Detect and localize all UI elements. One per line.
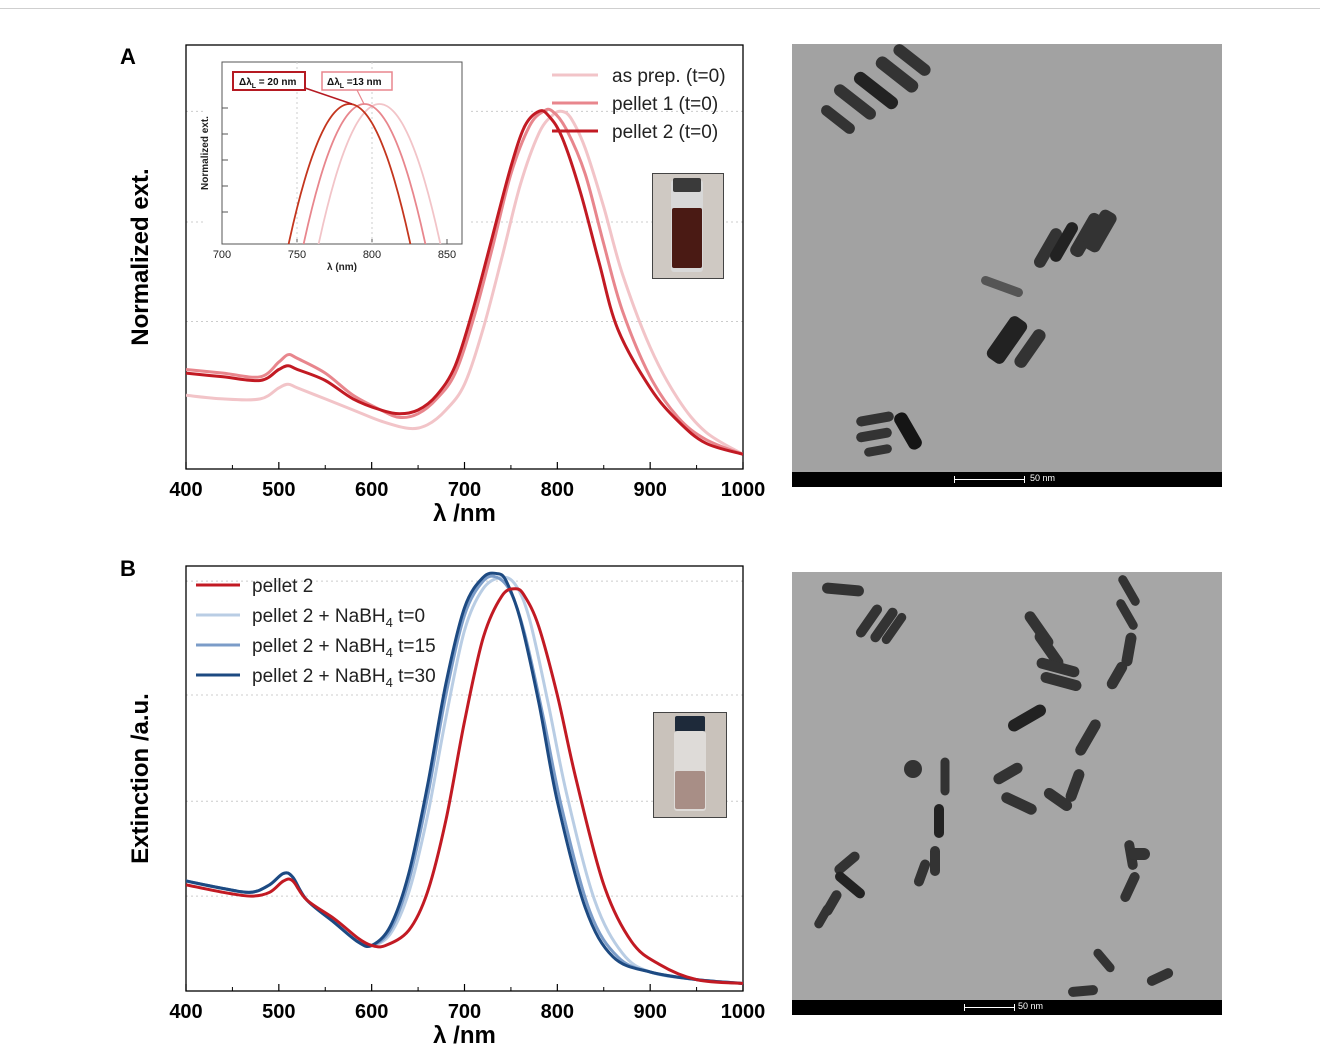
nanorod (1067, 984, 1099, 998)
x-tick-label: 400 (169, 479, 202, 501)
x-tick-label: 500 (262, 479, 295, 501)
legend-label-4: pellet 2 + NaBH4 t=30 (252, 666, 436, 690)
legend-label-1: as prep. (t=0) (612, 66, 726, 87)
series-line-1 (186, 587, 743, 985)
y-axis-label: Normalized ext. (127, 168, 154, 345)
inset-x-tick-label: 800 (363, 249, 381, 261)
annotation-text-20nm: ΔλL = 20 nm (239, 77, 296, 90)
nanorod (1145, 966, 1175, 988)
nanorod (999, 790, 1039, 817)
x-tick-label: 1000 (721, 479, 766, 501)
legend-label-2: pellet 2 + NaBH4 t=0 (252, 606, 425, 630)
x-tick-label: 800 (541, 479, 574, 501)
nanorod (904, 760, 922, 778)
inset-series-line-1 (317, 103, 442, 244)
y-axis-label: Extinction /a.u. (127, 693, 154, 864)
x-tick-label: 400 (169, 1001, 202, 1023)
legend-label-3: pellet 2 + NaBH4 t=15 (252, 636, 436, 660)
vial-cap-b (675, 716, 705, 732)
annotation-pointer-13nm (356, 89, 365, 105)
inset-x-tick-label: 700 (213, 249, 231, 261)
x-axis-label: λ /nm (433, 500, 496, 527)
series-line-4 (186, 571, 743, 985)
x-tick-label: 900 (633, 1001, 666, 1023)
inset-y-label: Normalized ext. (200, 116, 211, 190)
scale-bar-b: 50 nm (792, 1000, 1222, 1015)
inset-series-line-2 (302, 103, 427, 244)
inset-x-tick-label: 750 (288, 249, 306, 261)
nanorod (855, 410, 895, 428)
x-tick-label: 900 (633, 479, 666, 501)
x-tick-label: 700 (448, 1001, 481, 1023)
series-line-3 (186, 109, 743, 456)
annotation-pointer-20nm (304, 87, 353, 105)
annotation-box-20nm (232, 71, 306, 91)
x-tick-label: 700 (448, 479, 481, 501)
nanorod (934, 804, 944, 838)
inset-frame (221, 61, 463, 245)
nanorod (1091, 946, 1117, 975)
nanorod (1073, 717, 1103, 758)
vial-liquid-a (672, 208, 702, 268)
panel-label-a: A (120, 44, 136, 69)
scale-label-a: 50 nm (1030, 473, 1056, 483)
annotation-text-13nm: ΔλL =13 nm (327, 77, 382, 90)
nanorod (891, 410, 925, 452)
top-border (0, 8, 1320, 9)
legend-label-1: pellet 2 (252, 576, 313, 597)
vial-photo-b (653, 712, 727, 818)
nanorod (855, 426, 893, 444)
nanorod (1128, 848, 1150, 860)
x-axis-label: λ /nm (433, 1022, 496, 1049)
inset-x-tick-label: 850 (438, 249, 456, 261)
nanorod (812, 902, 834, 931)
series-line-2 (186, 107, 743, 456)
vial-liquid-b (675, 771, 705, 809)
inset-background (204, 58, 470, 270)
vial-cap-a (673, 178, 701, 192)
nanorod (863, 443, 893, 458)
nanorod (940, 757, 950, 796)
panel-label-b: B (120, 556, 136, 581)
x-tick-label: 600 (355, 479, 388, 501)
vial-photo-a (652, 173, 724, 279)
x-tick-label: 800 (541, 1001, 574, 1023)
scale-bar-a: 50 nm (792, 472, 1222, 487)
nanorod (1005, 702, 1049, 734)
nanorod (821, 582, 865, 597)
x-tick-label: 1000 (721, 1001, 766, 1023)
tem-image-b: 50 nm (792, 572, 1222, 1015)
x-tick-label: 600 (355, 1001, 388, 1023)
x-tick-label: 500 (262, 1001, 295, 1023)
nanorod (979, 274, 1025, 299)
nanorod (818, 102, 858, 137)
nanorod (912, 858, 932, 888)
inset-series-line-3 (287, 103, 412, 244)
nanorod (991, 760, 1025, 787)
series-line-1 (186, 109, 743, 456)
tem-image-a: 50 nm (792, 44, 1222, 487)
legend-label-3: pellet 2 (t=0) (612, 122, 718, 143)
scale-label-b: 50 nm (1018, 1001, 1044, 1011)
inset-x-label: λ (nm) (327, 262, 357, 273)
nanorod (1118, 870, 1142, 904)
nanorod (1104, 659, 1130, 692)
nanorod (1064, 767, 1086, 804)
nanorod (930, 846, 940, 876)
legend-label-2: pellet 1 (t=0) (612, 94, 718, 115)
